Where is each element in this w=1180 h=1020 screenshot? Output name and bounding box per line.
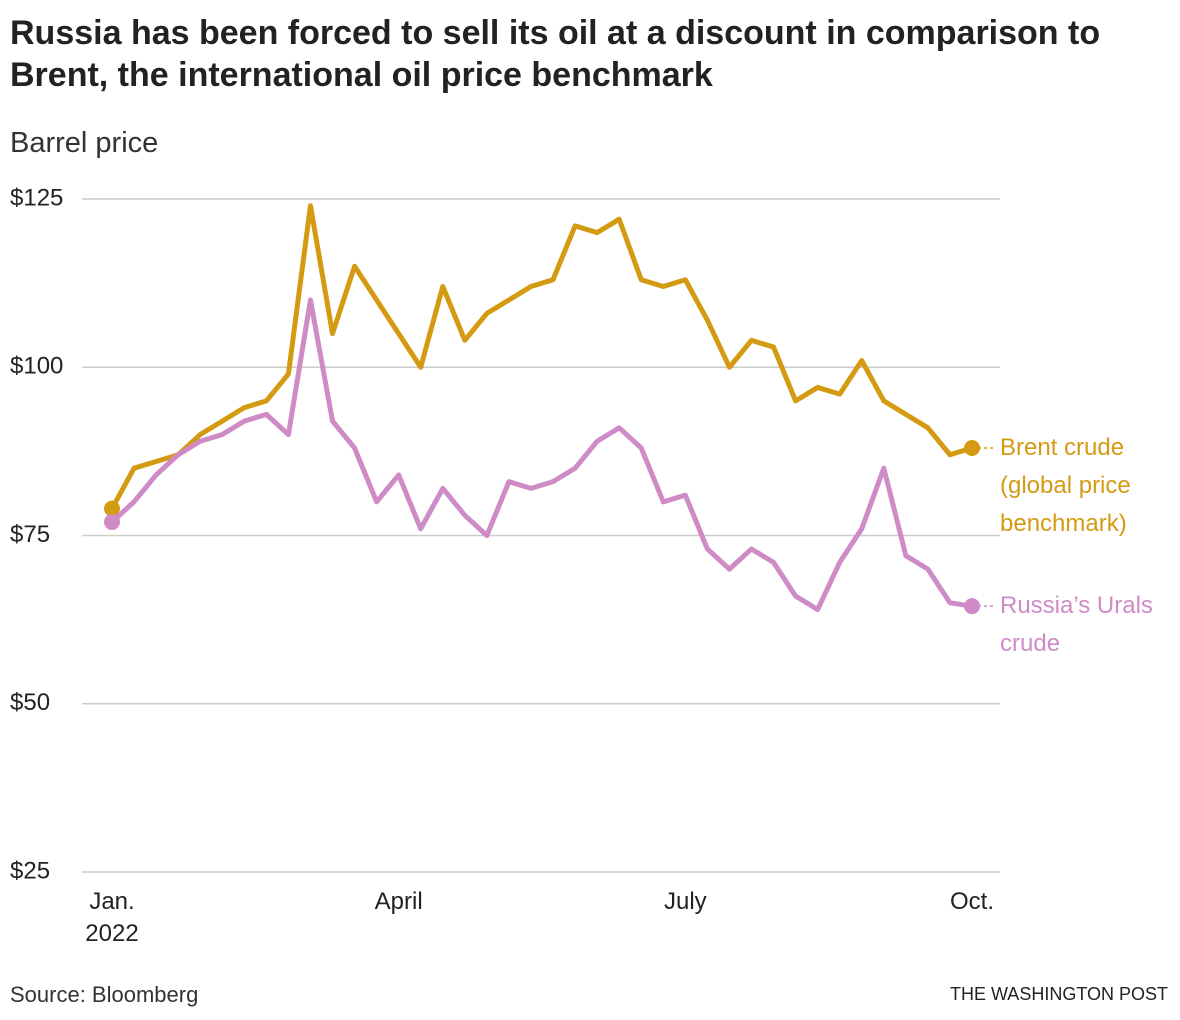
start-dot xyxy=(104,500,120,517)
end-dot xyxy=(964,440,980,457)
y-tick-label: $75 xyxy=(10,521,50,548)
x-tick-label: Oct. xyxy=(949,888,994,915)
start-dot xyxy=(104,514,120,531)
x-tick-label: April xyxy=(374,888,423,915)
legend-label: Russia’s Urals crude xyxy=(1000,592,1153,658)
credit: THE WASHINGTON POST xyxy=(949,984,1168,1004)
x-tick-label: July xyxy=(663,888,707,915)
y-tick-label: $25 xyxy=(10,857,50,884)
chart-title: Russia has been forced to sell its oil a… xyxy=(10,14,1101,94)
y-tick-label: $100 xyxy=(10,353,63,380)
line xyxy=(109,203,973,510)
x-tick-label: Jan. 2022 xyxy=(85,888,139,947)
legend-label: Brent crude (global price benchmark) xyxy=(1000,434,1131,537)
end-dot xyxy=(964,598,980,615)
y-tick-label: $50 xyxy=(10,689,50,716)
y-tick-label: $125 xyxy=(10,184,63,211)
y-axis-label: Barrel price xyxy=(10,127,159,159)
source: Source: Bloomberg xyxy=(10,982,199,1007)
line xyxy=(110,297,973,613)
